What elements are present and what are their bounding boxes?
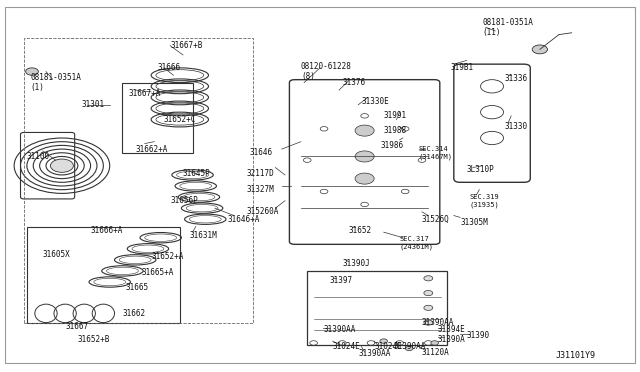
Circle shape xyxy=(26,68,38,75)
Circle shape xyxy=(303,158,311,162)
Text: 31667: 31667 xyxy=(65,322,88,331)
Bar xyxy=(122,83,193,153)
Text: 31646+A: 31646+A xyxy=(228,215,260,224)
Circle shape xyxy=(355,125,374,136)
Circle shape xyxy=(310,341,317,345)
Text: SEC.317
(24361M): SEC.317 (24361M) xyxy=(399,237,434,250)
Text: 31605X: 31605X xyxy=(43,250,70,259)
Text: 31991: 31991 xyxy=(384,111,407,121)
Text: 31645P: 31645P xyxy=(183,169,211,177)
Text: 31301: 31301 xyxy=(81,100,104,109)
Text: 31652+A: 31652+A xyxy=(151,251,184,261)
Text: SEC.319
(31935): SEC.319 (31935) xyxy=(470,194,499,208)
Circle shape xyxy=(51,159,74,172)
Text: 31330: 31330 xyxy=(505,122,528,131)
Text: 31394E: 31394E xyxy=(438,326,466,334)
Circle shape xyxy=(424,276,433,281)
Text: 31305M: 31305M xyxy=(460,218,488,227)
Circle shape xyxy=(380,339,388,343)
Text: 315260A: 315260A xyxy=(246,207,279,217)
Text: 31390AA: 31390AA xyxy=(394,342,426,351)
Text: 31390J: 31390J xyxy=(342,259,370,268)
Text: 31665: 31665 xyxy=(125,283,148,292)
Text: 31390AA: 31390AA xyxy=(358,350,390,359)
Text: 31652+B: 31652+B xyxy=(78,335,110,344)
Circle shape xyxy=(339,341,346,345)
Text: 31667+B: 31667+B xyxy=(170,41,203,50)
Text: 32117D: 32117D xyxy=(246,169,275,177)
Text: 31526Q: 31526Q xyxy=(422,215,450,224)
Text: 31652: 31652 xyxy=(349,226,372,235)
Text: SEC.314
(31467M): SEC.314 (31467M) xyxy=(419,146,452,160)
Text: 31666: 31666 xyxy=(157,63,180,72)
Text: 3L310P: 3L310P xyxy=(467,165,494,174)
Circle shape xyxy=(424,305,433,310)
Circle shape xyxy=(532,45,547,54)
Bar xyxy=(307,271,447,345)
Text: 31390A: 31390A xyxy=(438,335,466,344)
Text: 31665+A: 31665+A xyxy=(141,268,174,277)
Circle shape xyxy=(320,189,328,194)
Text: 31376: 31376 xyxy=(342,78,365,87)
Text: 31390: 31390 xyxy=(467,331,490,340)
Text: 31024E: 31024E xyxy=(374,342,402,351)
Circle shape xyxy=(424,341,432,345)
Text: 31390AA: 31390AA xyxy=(422,318,454,327)
Text: 31646: 31646 xyxy=(250,148,273,157)
Text: 31024E: 31024E xyxy=(333,342,360,351)
Circle shape xyxy=(424,291,433,296)
Circle shape xyxy=(355,173,374,184)
Circle shape xyxy=(431,341,438,345)
Text: 31327M: 31327M xyxy=(246,185,275,194)
Text: 31397: 31397 xyxy=(330,276,353,285)
Text: 31390AA: 31390AA xyxy=(323,326,356,334)
Circle shape xyxy=(355,151,374,162)
Bar xyxy=(24,38,253,323)
Text: 08181-0351A
(1): 08181-0351A (1) xyxy=(30,73,81,92)
Text: 31666+A: 31666+A xyxy=(91,226,123,235)
Text: 31330E: 31330E xyxy=(362,97,389,106)
Circle shape xyxy=(361,202,369,207)
Text: 08120-61228
(8): 08120-61228 (8) xyxy=(301,62,352,81)
Text: 31662+A: 31662+A xyxy=(135,145,168,154)
Circle shape xyxy=(361,113,369,118)
Text: 31667+A: 31667+A xyxy=(129,89,161,98)
Text: 31336: 31336 xyxy=(505,74,528,83)
Bar xyxy=(27,227,180,323)
Text: 319B1: 319B1 xyxy=(451,63,474,72)
Text: 31988: 31988 xyxy=(384,126,407,135)
Text: 08181-0351A
(11): 08181-0351A (11) xyxy=(483,17,533,37)
Text: 31120A: 31120A xyxy=(422,348,450,357)
Text: J31101Y9: J31101Y9 xyxy=(556,351,596,360)
Text: 31631M: 31631M xyxy=(189,231,217,240)
Circle shape xyxy=(401,189,409,194)
Circle shape xyxy=(418,158,426,162)
Text: 31656P: 31656P xyxy=(170,196,198,205)
Circle shape xyxy=(401,126,409,131)
Circle shape xyxy=(367,341,375,345)
Circle shape xyxy=(320,126,328,131)
Text: 31100: 31100 xyxy=(27,152,50,161)
Circle shape xyxy=(424,320,433,325)
Text: 31652+C: 31652+C xyxy=(164,115,196,124)
Text: 31662: 31662 xyxy=(122,309,145,318)
Circle shape xyxy=(396,341,403,345)
Text: 31986: 31986 xyxy=(381,141,404,150)
Circle shape xyxy=(405,346,413,351)
